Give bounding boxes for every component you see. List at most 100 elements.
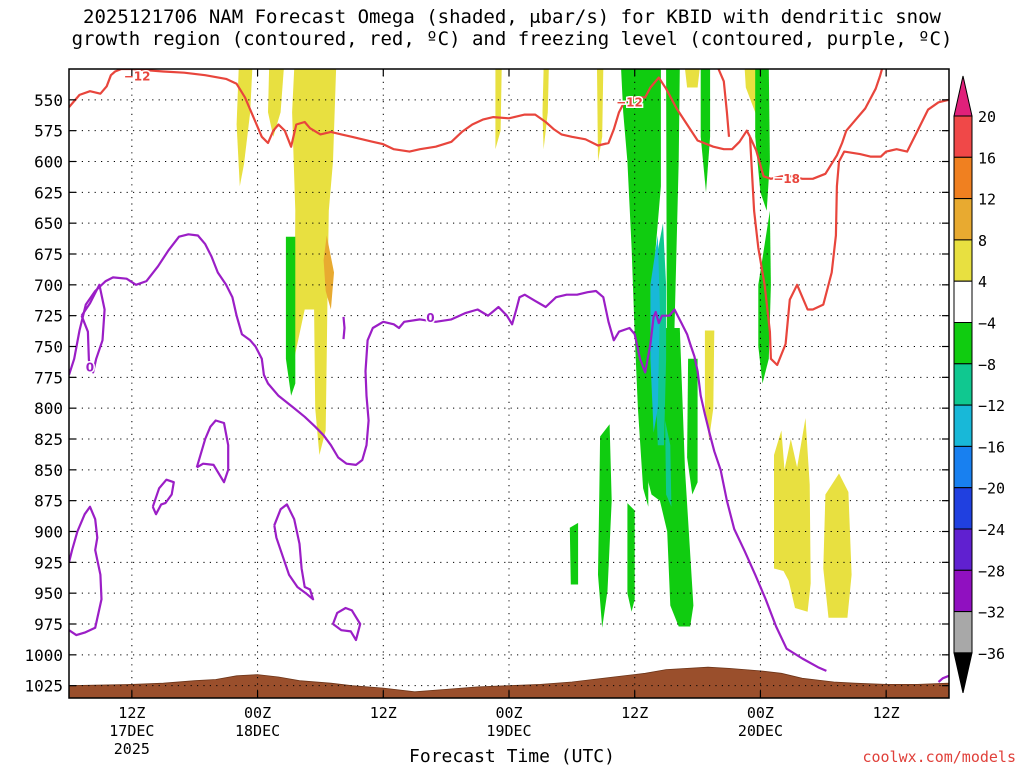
x-tick-label: 12Z bbox=[118, 704, 145, 722]
colorbar-label: −32 bbox=[978, 604, 1005, 622]
y-tick-label: 800 bbox=[34, 399, 63, 418]
y-tick-label: 675 bbox=[34, 245, 63, 264]
colorbar-label: 8 bbox=[978, 232, 987, 250]
omega-region bbox=[495, 69, 502, 150]
omega-region bbox=[597, 69, 604, 162]
colorbar-bin bbox=[953, 445, 973, 489]
y-tick-label: 625 bbox=[34, 183, 63, 202]
chart-title: 2025121706 NAM Forecast Omega (shaded, μ… bbox=[71, 6, 953, 50]
omega-region bbox=[627, 503, 635, 612]
contour-label: −12 bbox=[616, 95, 643, 109]
grid-layer bbox=[69, 69, 949, 698]
colorbar-bottom-arrow bbox=[953, 652, 973, 694]
contour-label: −12 bbox=[124, 69, 151, 83]
y-tick-label: 1000 bbox=[24, 646, 63, 665]
colorbar-label: 16 bbox=[978, 149, 996, 167]
omega-region bbox=[665, 420, 672, 507]
colorbar-bin bbox=[953, 156, 973, 200]
freezing-level-contour bbox=[273, 503, 315, 601]
colorbar-bin bbox=[953, 611, 973, 654]
contour-label: 0 bbox=[86, 360, 94, 374]
omega-shading bbox=[236, 69, 852, 628]
colorbar-label: −36 bbox=[978, 645, 1005, 663]
colorbar-label: 20 bbox=[978, 108, 996, 126]
dendritic-contour bbox=[748, 98, 949, 367]
contour-label-layer: −12 −12 −18 0 0 bbox=[84, 68, 801, 376]
colorbar-bin bbox=[953, 115, 973, 158]
contour-layer bbox=[69, 69, 949, 683]
colorbar-bin bbox=[953, 280, 973, 324]
x-axis-title: Forecast Time (UTC) bbox=[409, 746, 615, 767]
credit-link[interactable]: coolwx.com/models bbox=[862, 748, 1016, 766]
contour-label: −18 bbox=[773, 172, 800, 186]
omega-region bbox=[685, 69, 700, 88]
omega-region bbox=[292, 69, 337, 455]
colorbar-label: 12 bbox=[978, 191, 996, 209]
freezing-level-contour bbox=[331, 606, 362, 642]
omega-region bbox=[774, 418, 811, 612]
y-axis: 550 575 600 625 650 675 700 725 750 775 800 825 850 8… bbox=[24, 91, 949, 696]
y-tick-label: 875 bbox=[34, 492, 63, 511]
omega-region bbox=[650, 235, 660, 433]
omega-region bbox=[755, 69, 770, 211]
x-tick-label: 12Z bbox=[370, 704, 397, 722]
x-tick-label: 00Z bbox=[747, 704, 774, 722]
freezing-level-contour bbox=[342, 316, 346, 340]
freezing-level-contour bbox=[937, 674, 949, 683]
y-tick-label: 575 bbox=[34, 122, 63, 141]
y-tick-label: 600 bbox=[34, 153, 63, 172]
colorbar-bin bbox=[953, 487, 973, 530]
omega-region bbox=[700, 69, 711, 193]
colorbar: 20 16 12 8 4 −4 −8 −12 −16 −20 −24 −28 −32 −36 bbox=[953, 75, 1005, 694]
colorbar-top-arrow bbox=[953, 75, 973, 117]
colorbar-bin bbox=[953, 239, 973, 282]
x-tick-label: 19DEC bbox=[486, 722, 531, 740]
freezing-level-contour bbox=[69, 233, 827, 672]
freezing-level-contour bbox=[195, 419, 230, 484]
omega-region bbox=[268, 69, 284, 137]
freezing-level-contour bbox=[69, 505, 103, 637]
omega-region bbox=[687, 358, 698, 495]
colorbar-label: −20 bbox=[978, 480, 1005, 498]
colorbar-bin bbox=[953, 569, 973, 613]
omega-region bbox=[285, 236, 296, 396]
x-tick-label: 17DEC bbox=[109, 722, 154, 740]
colorbar-bin bbox=[953, 528, 973, 571]
omega-region bbox=[598, 424, 612, 628]
terrain-surface bbox=[69, 666, 949, 698]
colorbar-bin bbox=[953, 363, 973, 406]
y-tick-label: 925 bbox=[34, 553, 63, 572]
dendritic-contour bbox=[748, 69, 884, 180]
colorbar-label: 4 bbox=[978, 273, 987, 291]
y-tick-label: 650 bbox=[34, 214, 63, 233]
terrain-layer bbox=[69, 666, 949, 698]
y-tick-label: 850 bbox=[34, 461, 63, 480]
omega-region bbox=[542, 69, 549, 150]
x-tick-label: 2025 bbox=[114, 740, 150, 758]
omega-region bbox=[823, 473, 852, 618]
dendritic-contour bbox=[69, 69, 751, 153]
colorbar-bin bbox=[953, 198, 973, 241]
colorbar-label: −12 bbox=[978, 397, 1005, 415]
freezing-level-contour bbox=[151, 478, 175, 516]
omega-region bbox=[704, 330, 715, 439]
x-tick-label: 20DEC bbox=[738, 722, 783, 740]
colorbar-bin bbox=[953, 404, 973, 447]
x-tick-label: 12Z bbox=[621, 704, 648, 722]
omega-region bbox=[323, 235, 334, 310]
x-tick-label: 00Z bbox=[495, 704, 522, 722]
y-tick-label: 950 bbox=[34, 584, 63, 603]
omega-region bbox=[569, 522, 579, 585]
x-tick-label: 18DEC bbox=[235, 722, 280, 740]
colorbar-bin bbox=[953, 322, 973, 365]
x-tick-label: 12Z bbox=[873, 704, 900, 722]
colorbar-label: −4 bbox=[978, 315, 996, 333]
colorbar-label: −16 bbox=[978, 438, 1005, 456]
freezing-level-contour bbox=[80, 283, 106, 374]
y-tick-label: 775 bbox=[34, 368, 63, 387]
y-tick-label: 725 bbox=[34, 307, 63, 326]
y-tick-label: 700 bbox=[34, 276, 63, 295]
x-tick-label: 00Z bbox=[244, 704, 271, 722]
